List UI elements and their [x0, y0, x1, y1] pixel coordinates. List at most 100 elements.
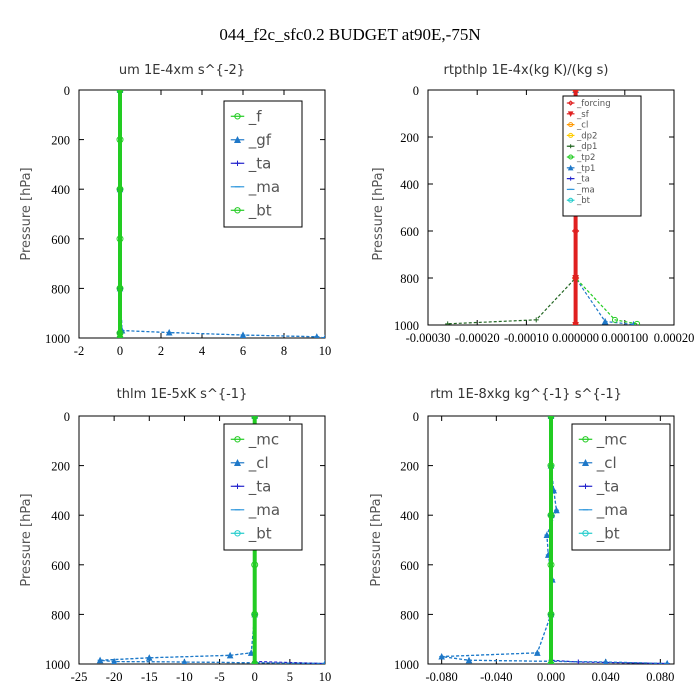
- plot-area: [116, 90, 325, 338]
- y-tick-label: 600: [400, 225, 419, 239]
- data-point: [602, 658, 609, 664]
- data-point: [601, 317, 609, 325]
- data-point: [582, 483, 589, 489]
- data-point: [96, 656, 104, 664]
- panel-title: rtm 1E-8xkg kg^{-1} s^{-1}: [430, 387, 622, 402]
- data-point: [181, 658, 188, 664]
- x-tick-label: -0.080: [426, 670, 458, 684]
- data-point: [322, 659, 325, 664]
- legend-label: _f: [248, 108, 263, 127]
- figure-title: 044_f2c_sfc0.2 BUDGET at90E,-75N: [219, 25, 480, 44]
- data-point: [251, 660, 259, 664]
- data-point: [111, 657, 118, 664]
- panel-thlm: thlm 1E-5xK s^{-1} Pressure [hPa] -25 -20…: [19, 387, 331, 684]
- data-point: [116, 90, 124, 94]
- legend-label: _tp1: [576, 164, 595, 174]
- y-tick-label: 1000: [394, 319, 419, 333]
- data-point: [571, 227, 580, 235]
- x-tick-label: -0.00020: [455, 331, 500, 345]
- data-point: [251, 610, 259, 618]
- data-point: [611, 316, 618, 323]
- data-point: [239, 331, 247, 338]
- data-point: [116, 329, 124, 337]
- x-tick-label: 10: [319, 344, 332, 358]
- plot-area: [438, 416, 670, 664]
- data-point: [581, 458, 590, 466]
- plot-frame: [78, 415, 326, 665]
- data-point: [547, 416, 555, 420]
- x-tick-label: -10: [176, 670, 193, 684]
- legend-label: _bt: [248, 202, 272, 221]
- x-tick-label: -25: [71, 670, 88, 684]
- legend-label: _ta: [576, 175, 590, 185]
- x-tick-label: -2: [74, 344, 84, 358]
- y-tick-label: 200: [400, 460, 419, 474]
- y-axis-label: Pressure [hPa]: [19, 493, 34, 586]
- legend-label: _dp1: [576, 142, 597, 152]
- legend-label: _cl: [576, 121, 588, 131]
- y-axis-label: Pressure [hPa]: [369, 493, 384, 586]
- data-point: [567, 111, 574, 117]
- y-tick-label: 800: [400, 608, 419, 622]
- y-tick-label: 400: [51, 509, 70, 523]
- data-point: [568, 176, 573, 181]
- data-point: [568, 154, 574, 160]
- x-tick-label: -5: [214, 670, 224, 684]
- data-point: [234, 436, 241, 443]
- legend-label: _tp2: [576, 153, 595, 163]
- x-tick-label: -20: [106, 670, 123, 684]
- legend-label: _sf: [576, 110, 590, 120]
- y-tick-label: 0: [64, 84, 70, 98]
- legend-label: _gf: [248, 131, 272, 150]
- data-point: [116, 284, 124, 292]
- y-tick-label: 1000: [45, 658, 70, 672]
- y-tick-label: 600: [51, 233, 70, 247]
- legend-label: _ma: [248, 501, 280, 520]
- data-point: [534, 649, 541, 656]
- x-tick-label: 0.00020: [654, 331, 695, 345]
- data-point: [533, 317, 539, 323]
- legend-label: _ma: [248, 178, 280, 197]
- data-point: [116, 235, 124, 243]
- legend-box: [562, 95, 642, 217]
- panel-title: thlm 1E-5xK s^{-1}: [117, 387, 248, 402]
- plot-frame: [427, 89, 675, 326]
- legend: _f _gf _ta _ma _bt: [223, 100, 303, 228]
- series-line-dp1: [447, 90, 577, 325]
- y-tick-label: 800: [400, 272, 419, 286]
- data-point: [233, 135, 242, 143]
- data-point: [234, 530, 241, 537]
- x-tick-label: 6: [240, 344, 246, 358]
- data-point: [233, 458, 242, 466]
- x-tick-label: 8: [281, 344, 287, 358]
- x-tick-label: 5: [287, 670, 293, 684]
- x-tick-label: -0.040: [480, 670, 512, 684]
- x-tick-label: -0.00030: [406, 331, 451, 345]
- data-point: [547, 660, 555, 664]
- data-point: [445, 321, 451, 325]
- legend-label: _forcing: [576, 99, 611, 109]
- y-axis-label: Pressure [hPa]: [19, 167, 34, 260]
- data-point: [251, 416, 259, 420]
- data-point: [543, 531, 551, 539]
- x-tick-label: 0.000: [537, 670, 565, 684]
- y-tick-label: 200: [51, 460, 70, 474]
- data-point: [582, 530, 589, 537]
- y-tick-label: 200: [51, 134, 70, 148]
- legend: _mc _cl _ta _ma _bt: [571, 423, 671, 551]
- data-point: [465, 656, 473, 664]
- data-point: [234, 160, 241, 166]
- legend-label: _bt: [248, 525, 272, 544]
- y-tick-label: 400: [51, 183, 70, 197]
- data-point: [568, 144, 573, 149]
- data-point: [568, 122, 574, 128]
- y-tick-label: 1000: [394, 658, 419, 672]
- y-tick-label: 800: [51, 282, 70, 296]
- data-point: [116, 185, 124, 193]
- x-tick-label: -0.00010: [504, 331, 549, 345]
- data-point: [634, 320, 641, 325]
- x-tick-label: 10: [319, 670, 332, 684]
- data-point: [547, 462, 555, 470]
- x-tick-label: -15: [141, 670, 158, 684]
